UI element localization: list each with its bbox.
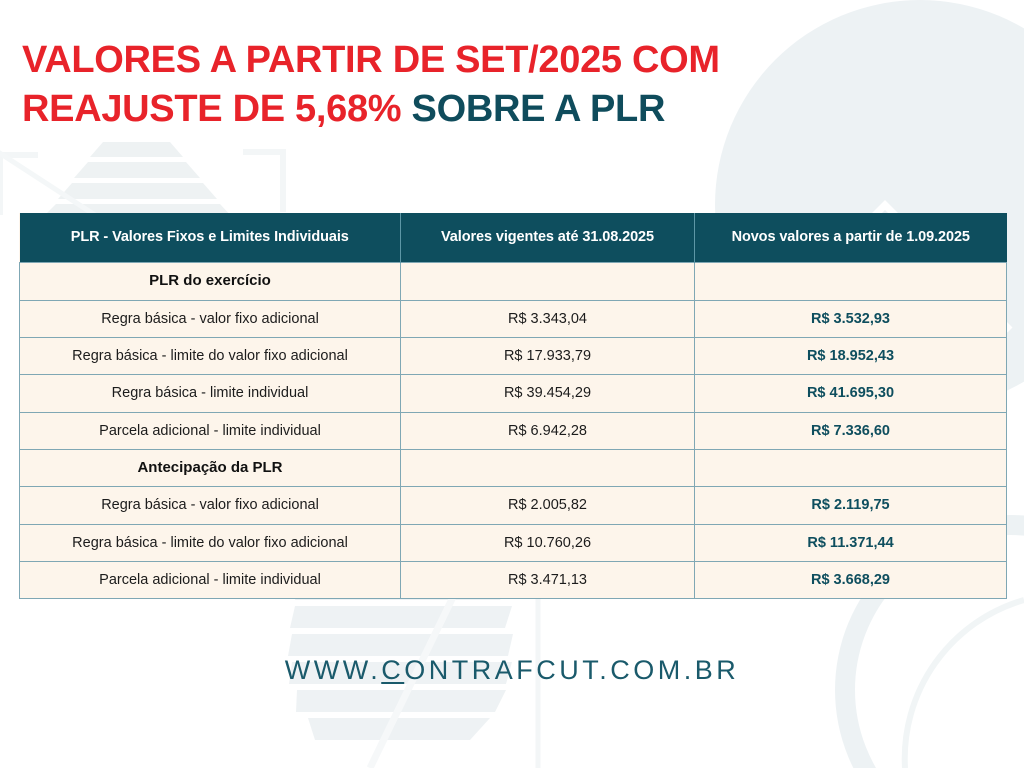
column-header-current-values: Valores vigentes até 31.08.2025 — [400, 213, 695, 263]
current-value-cell: R$ 10.760,26 — [400, 523, 695, 562]
row-label-cell: Regra básica - limite do valor fixo adic… — [19, 523, 401, 562]
section-title-cell: Antecipação da PLR — [19, 448, 401, 488]
new-value-cell: R$ 3.668,29 — [694, 560, 1007, 599]
table-header: PLR - Valores Fixos e Limites Individuai… — [19, 213, 1007, 263]
section-title-cell: PLR do exercício — [19, 262, 401, 302]
row-label-cell: Regra básica - limite individual — [19, 374, 401, 413]
url-underlined-letter: C — [381, 655, 405, 685]
current-value-cell — [400, 448, 695, 488]
row-label-cell: Regra básica - valor fixo adicional — [19, 300, 401, 339]
square-outline-left-decor — [0, 152, 38, 215]
new-value-cell: R$ 2.119,75 — [694, 486, 1007, 525]
new-value-cell: R$ 11.371,44 — [694, 523, 1007, 562]
row-label-cell: Parcela adicional - limite individual — [19, 411, 401, 450]
table-row: Regra básica - limite do valor fixo adic… — [19, 337, 1007, 376]
new-value-cell: R$ 41.695,30 — [694, 374, 1007, 413]
current-value-cell: R$ 3.343,04 — [400, 300, 695, 339]
page-title: VALORES A PARTIR DE SET/2025 COM REAJUST… — [22, 36, 852, 135]
current-value-cell: R$ 39.454,29 — [400, 374, 695, 413]
site-footer: WWW.CONTRAFCUT.COM.BR — [0, 655, 1024, 686]
new-value-cell: R$ 7.336,60 — [694, 411, 1007, 450]
diagonal-line-left-decor — [0, 150, 97, 218]
plr-table-container: PLR - Valores Fixos e Limites Individuai… — [19, 213, 1007, 599]
row-label-cell: Regra básica - valor fixo adicional — [19, 486, 401, 525]
column-header-description: PLR - Valores Fixos e Limites Individuai… — [19, 213, 401, 263]
row-label-cell: Regra básica - limite do valor fixo adic… — [19, 337, 401, 376]
url-prefix: WWW. — [284, 655, 382, 685]
table-header-row: PLR - Valores Fixos e Limites Individuai… — [19, 213, 1007, 263]
column-header-new-values: Novos valores a partir de 1.09.2025 — [694, 213, 1007, 263]
striped-trapezoid-left-decor — [42, 142, 233, 218]
current-value-cell: R$ 2.005,82 — [400, 486, 695, 525]
current-value-cell: R$ 17.933,79 — [400, 337, 695, 376]
current-value-cell: R$ 6.942,28 — [400, 411, 695, 450]
table-row: Parcela adicional - limite individual R$ … — [19, 411, 1007, 450]
new-value-cell — [694, 262, 1007, 302]
new-value-cell: R$ 18.952,43 — [694, 337, 1007, 376]
current-value-cell: R$ 3.471,13 — [400, 560, 695, 599]
plr-values-table: PLR - Valores Fixos e Limites Individuai… — [19, 213, 1007, 599]
new-value-cell — [694, 448, 1007, 488]
table-row: Regra básica - valor fixo adicional R$ 3.… — [19, 300, 1007, 339]
table-row: Regra básica - valor fixo adicional R$ 2.… — [19, 486, 1007, 525]
page-title-line2: REAJUSTE DE 5,68% SOBRE A PLR — [22, 85, 852, 134]
bracket-outline-decor — [243, 149, 286, 212]
table-row: Regra básica - limite individual R$ 39.45… — [19, 374, 1007, 413]
page-title-line2-teal: SOBRE A PLR — [401, 88, 666, 131]
table-section-row: PLR do exercício — [19, 262, 1007, 302]
row-label-cell: Parcela adicional - limite individual — [19, 560, 401, 599]
url-suffix: ONTRAFCUT.COM.BR — [404, 655, 740, 685]
current-value-cell — [400, 262, 695, 302]
table-section-row: Antecipação da PLR — [19, 448, 1007, 488]
new-value-cell: R$ 3.532,93 — [694, 300, 1007, 339]
table-body: PLR do exercício Regra básica - valor fix… — [19, 262, 1007, 599]
page-title-line1: VALORES A PARTIR DE SET/2025 COM — [22, 39, 720, 81]
table-row: Regra básica - limite do valor fixo adic… — [19, 523, 1007, 562]
page-title-line2-red: REAJUSTE DE 5,68% — [22, 88, 402, 131]
table-row: Parcela adicional - limite individual R$ … — [19, 560, 1007, 599]
website-url[interactable]: WWW.CONTRAFCUT.COM.BR — [285, 655, 739, 686]
